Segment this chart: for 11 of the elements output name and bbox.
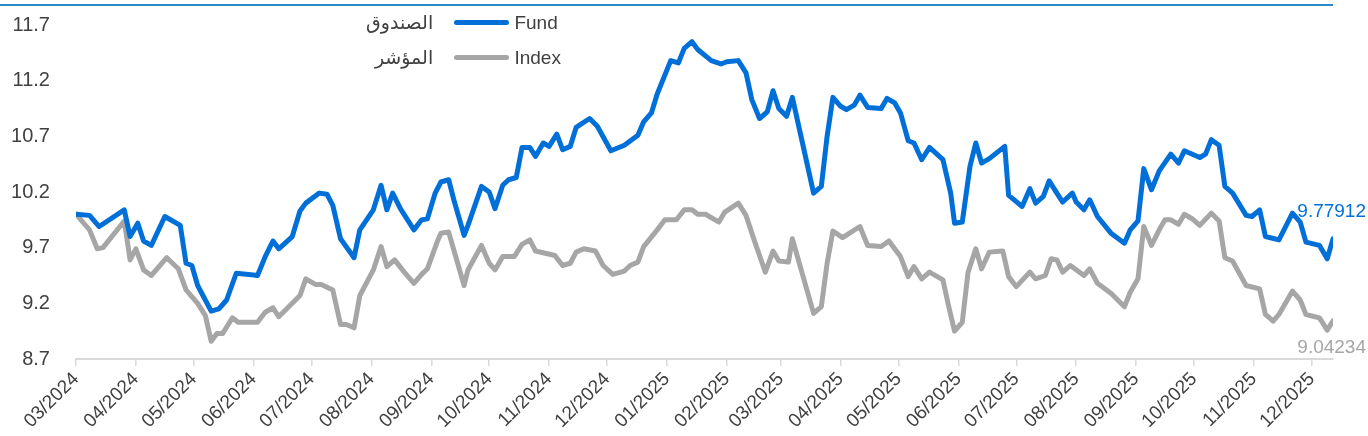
data-label: 9.77912 — [1297, 200, 1366, 222]
y-tick-label: 10.2 — [11, 179, 50, 202]
y-tick-label: 11.7 — [12, 12, 50, 35]
y-tick-label: 10.7 — [11, 123, 50, 146]
y-tick-label: 8.7 — [22, 346, 50, 369]
text: المؤشر Index — [374, 46, 561, 69]
text: الصندوق Fund — [366, 11, 558, 34]
y-tick-label: 9.7 — [22, 235, 50, 258]
y-tick-label: 9.2 — [22, 290, 50, 313]
y-tick-label: 11.2 — [12, 68, 50, 91]
data-label: 9.04234 — [1297, 336, 1367, 358]
